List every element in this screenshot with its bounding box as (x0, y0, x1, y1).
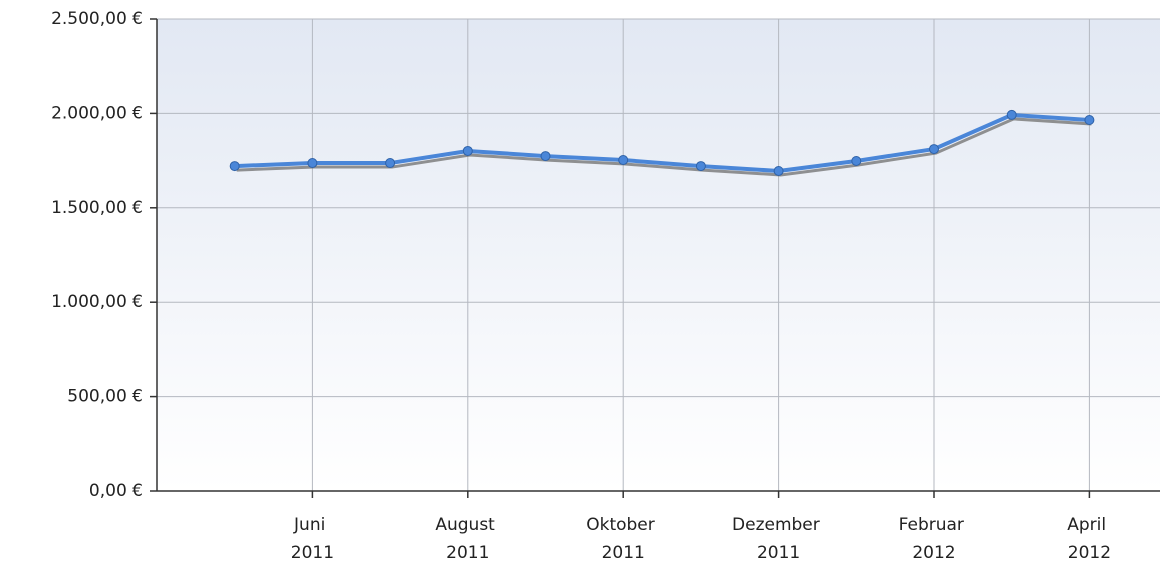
line-shadow (236, 117, 1092, 177)
plot-background (157, 19, 1160, 491)
x-tick-label: April 2012 (1067, 515, 1111, 563)
x-tick-label: August 2011 (435, 515, 500, 563)
point (618, 155, 629, 166)
y-tick-label: 2.000,00 € (51, 103, 143, 123)
point (773, 165, 784, 176)
point (1006, 109, 1017, 120)
x-tick-label: Juni 2011 (291, 515, 334, 563)
y-tick-label: 1.000,00 € (51, 292, 143, 312)
point (851, 155, 862, 166)
point (695, 161, 706, 172)
point (229, 161, 240, 172)
x-tick-label: Februar 2012 (899, 515, 970, 563)
line (234, 112, 1090, 173)
point (540, 151, 551, 162)
point (462, 145, 473, 156)
y-tick-label: 2.500,00 € (51, 9, 143, 29)
y-tick-label: 0,00 € (89, 481, 143, 501)
x-tick-label: Dezember 2011 (732, 515, 825, 563)
point (385, 158, 396, 169)
x-tick-label: Oktober 2011 (586, 515, 660, 563)
y-tick-label: 500,00 € (67, 387, 143, 407)
point (307, 158, 318, 169)
point (929, 144, 939, 155)
point (1084, 115, 1095, 126)
y-tick-label: 1.500,00 € (51, 198, 143, 218)
